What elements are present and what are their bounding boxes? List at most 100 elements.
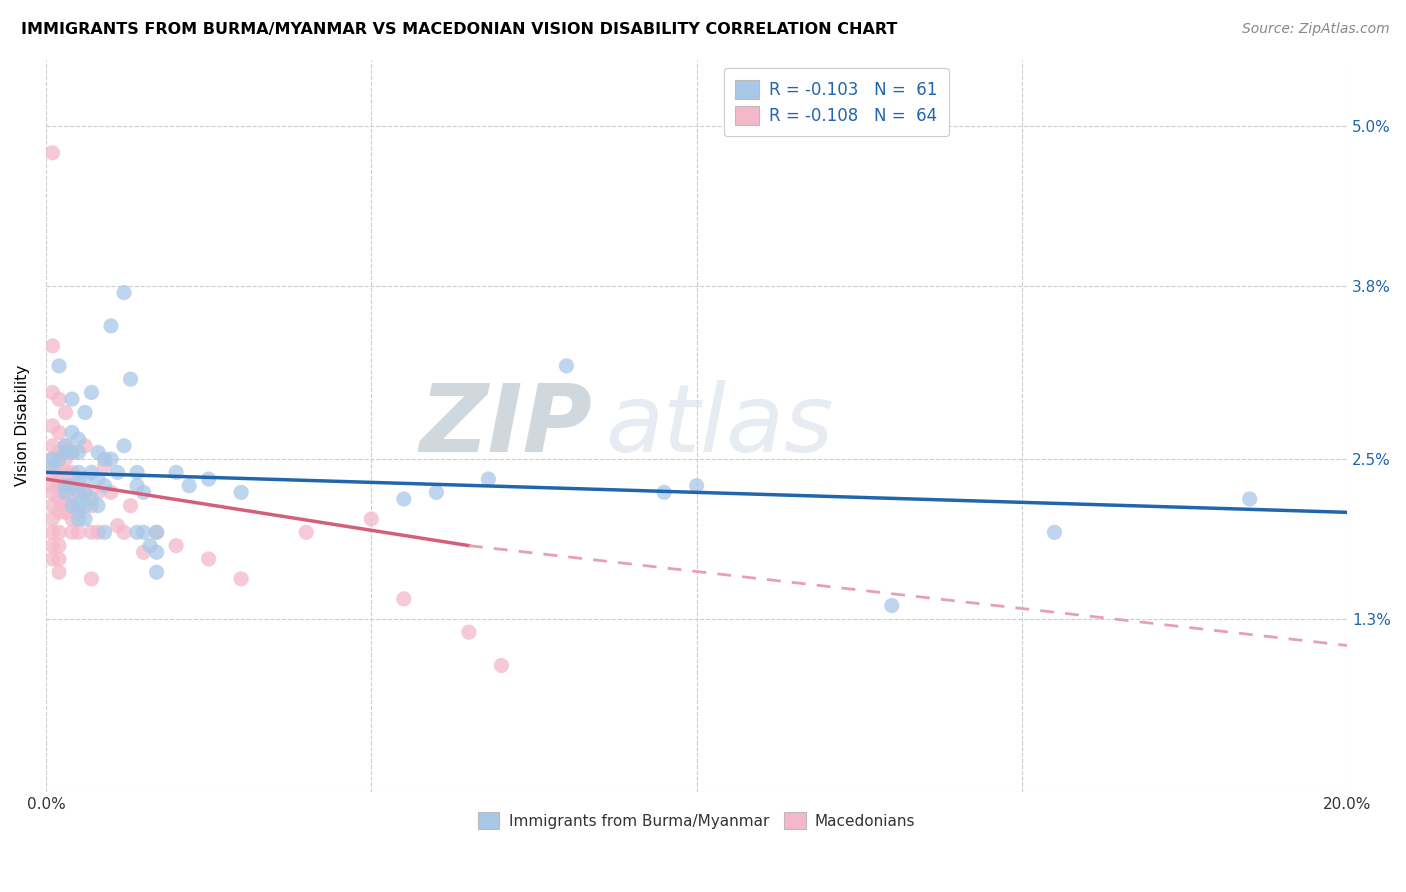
Point <box>73 512 96 526</box>
Point <box>41 466 63 480</box>
Point <box>457 625 479 640</box>
Point <box>67 466 90 480</box>
Point <box>112 285 135 300</box>
Point <box>41 339 63 353</box>
Point <box>67 499 90 513</box>
Point <box>67 432 90 446</box>
Point <box>48 539 70 553</box>
Point <box>55 445 77 459</box>
Point <box>231 572 253 586</box>
Point <box>55 485 77 500</box>
Point <box>93 458 115 473</box>
Point <box>67 485 90 500</box>
Point <box>48 359 70 373</box>
Point <box>48 491 70 506</box>
Point <box>112 525 135 540</box>
Point <box>48 479 70 493</box>
Point <box>87 445 110 459</box>
Point <box>48 425 70 440</box>
Point <box>60 512 83 526</box>
Point <box>41 452 63 467</box>
Point <box>48 525 70 540</box>
Point <box>1043 525 1066 540</box>
Point <box>100 485 122 500</box>
Point <box>1239 491 1261 506</box>
Point <box>197 552 219 566</box>
Point <box>80 466 103 480</box>
Point <box>73 485 96 500</box>
Point <box>73 485 96 500</box>
Point <box>67 485 90 500</box>
Point <box>55 405 77 419</box>
Point <box>139 539 162 553</box>
Point <box>100 318 122 333</box>
Point <box>145 545 167 559</box>
Point <box>41 145 63 160</box>
Point <box>80 385 103 400</box>
Point <box>60 425 83 440</box>
Point <box>145 566 167 580</box>
Point <box>55 479 77 493</box>
Text: atlas: atlas <box>606 380 834 471</box>
Point <box>360 512 382 526</box>
Point <box>60 525 83 540</box>
Point <box>100 452 122 467</box>
Point <box>67 525 90 540</box>
Point <box>67 512 90 526</box>
Point <box>132 525 155 540</box>
Point <box>295 525 318 540</box>
Point <box>55 439 77 453</box>
Point <box>425 485 447 500</box>
Point <box>132 545 155 559</box>
Point <box>231 485 253 500</box>
Point <box>125 466 148 480</box>
Point <box>120 372 142 386</box>
Point <box>48 452 70 467</box>
Text: IMMIGRANTS FROM BURMA/MYANMAR VS MACEDONIAN VISION DISABILITY CORRELATION CHART: IMMIGRANTS FROM BURMA/MYANMAR VS MACEDON… <box>21 22 897 37</box>
Point <box>60 499 83 513</box>
Point <box>145 525 167 540</box>
Point <box>652 485 675 500</box>
Point <box>132 485 155 500</box>
Point <box>41 418 63 433</box>
Point <box>107 466 129 480</box>
Point <box>60 445 83 459</box>
Point <box>48 552 70 566</box>
Point <box>685 479 707 493</box>
Point <box>67 505 90 519</box>
Point <box>60 479 83 493</box>
Point <box>880 599 903 613</box>
Point <box>491 658 513 673</box>
Point <box>392 491 415 506</box>
Point <box>41 525 63 540</box>
Point <box>87 485 110 500</box>
Point <box>55 505 77 519</box>
Point <box>73 439 96 453</box>
Point <box>107 518 129 533</box>
Point <box>197 472 219 486</box>
Point <box>73 405 96 419</box>
Point <box>93 525 115 540</box>
Point <box>41 512 63 526</box>
Point <box>87 499 110 513</box>
Point <box>392 591 415 606</box>
Point <box>41 452 63 467</box>
Y-axis label: Vision Disability: Vision Disability <box>15 365 30 486</box>
Point <box>125 525 148 540</box>
Point <box>41 479 63 493</box>
Point <box>55 479 77 493</box>
Text: ZIP: ZIP <box>419 380 592 472</box>
Point <box>41 458 63 473</box>
Point <box>80 499 103 513</box>
Point <box>93 452 115 467</box>
Legend: Immigrants from Burma/Myanmar, Macedonians: Immigrants from Burma/Myanmar, Macedonia… <box>472 805 921 836</box>
Point <box>80 525 103 540</box>
Point <box>60 466 83 480</box>
Point <box>41 439 63 453</box>
Point <box>48 466 70 480</box>
Point <box>93 479 115 493</box>
Text: Source: ZipAtlas.com: Source: ZipAtlas.com <box>1241 22 1389 37</box>
Point <box>41 539 63 553</box>
Point <box>80 491 103 506</box>
Point <box>41 499 63 513</box>
